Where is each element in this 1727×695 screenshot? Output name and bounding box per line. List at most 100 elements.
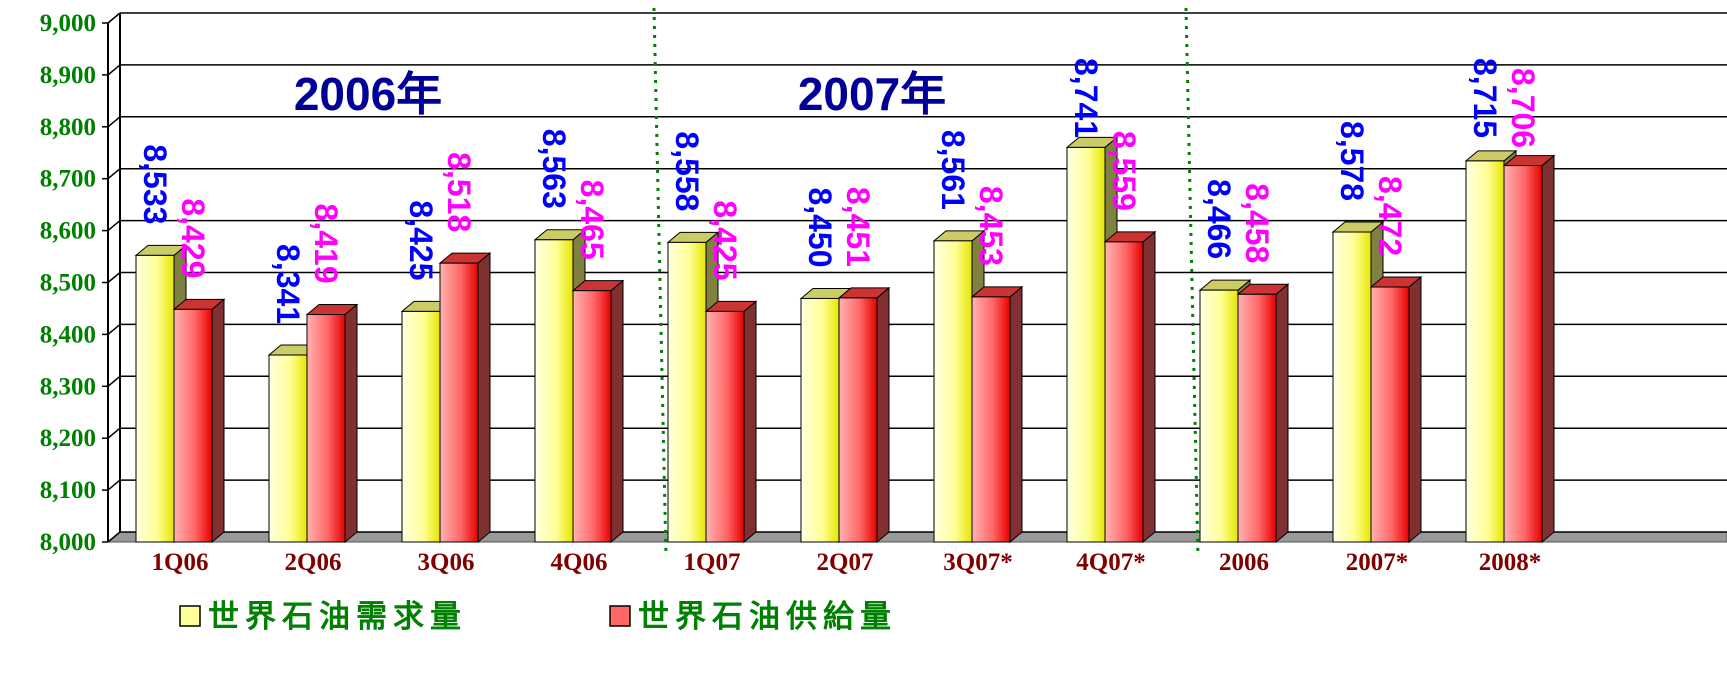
- y-tick-label: 8,100: [40, 477, 96, 504]
- x-tick-label: 2006: [1219, 549, 1269, 576]
- bar-supply: [305, 303, 359, 544]
- bar-supply: [438, 252, 492, 544]
- bar-supply-side: [477, 252, 491, 544]
- x-tick-label: 4Q07*: [1076, 549, 1145, 576]
- bar-supply-side: [876, 286, 890, 544]
- bar-demand-face: [800, 297, 840, 543]
- bar-supply: [172, 298, 226, 544]
- bar-supply-face: [1237, 293, 1277, 543]
- bar-supply-side: [211, 298, 225, 544]
- legend-swatch-supply: [609, 605, 631, 627]
- data-label-demand: 8,558: [669, 131, 705, 211]
- bar-supply-side: [1541, 154, 1555, 544]
- bar-supply: [1103, 230, 1157, 544]
- y-tick-label: 9,000: [40, 10, 96, 37]
- bar-supply-side: [743, 300, 757, 544]
- legend-swatch-demand: [179, 605, 201, 627]
- gridline-depth: [107, 168, 121, 180]
- bar-supply-face: [971, 296, 1011, 543]
- period-separator: [1184, 7, 1200, 558]
- bars: [134, 136, 1556, 544]
- bar-supply-side: [1275, 283, 1289, 544]
- data-label-demand: 8,425: [403, 200, 439, 280]
- legend: 世界石油需求量 世界石油供給量: [179, 599, 891, 635]
- y-tick-label: 8,500: [40, 270, 96, 297]
- data-label-demand: 8,533: [137, 144, 173, 224]
- data-label-demand: 8,561: [935, 130, 971, 210]
- data-label-demand: 8,341: [270, 244, 306, 324]
- bar-supply-side: [1408, 275, 1422, 544]
- gridline-depth: [107, 531, 121, 543]
- y-tick-label: 8,800: [40, 114, 96, 141]
- data-label-supply: 8,518: [441, 152, 477, 232]
- data-label-demand: 8,715: [1467, 58, 1503, 138]
- legend-label-demand: 世界石油需求量: [208, 599, 467, 635]
- x-tick-label: 4Q06: [551, 549, 608, 576]
- data-label-supply: 8,465: [574, 180, 610, 260]
- bar-supply-face: [306, 314, 346, 543]
- data-label-demand: 8,466: [1201, 179, 1237, 259]
- x-tick-label: 1Q06: [152, 549, 209, 576]
- gridline-depth: [107, 12, 121, 24]
- y-tick-label: 8,900: [40, 62, 96, 89]
- data-label-supply: 8,559: [1106, 131, 1142, 211]
- gridline-depth: [107, 375, 121, 387]
- bar-supply-face: [572, 290, 612, 543]
- bar-demand-face: [268, 354, 308, 543]
- period-separators: [652, 7, 1200, 558]
- period-labels: 2006年 2007年: [294, 68, 946, 120]
- bar-demand-face: [1199, 289, 1239, 543]
- gridline-depth: [107, 116, 121, 128]
- data-label-demand: 8,450: [802, 187, 838, 267]
- data-label-demand: 8,563: [536, 129, 572, 209]
- y-tick-label: 8,400: [40, 321, 96, 348]
- data-label-supply: 8,425: [707, 200, 743, 280]
- bar-demand-face: [401, 310, 441, 543]
- bar-supply-face: [838, 297, 878, 543]
- bar-supply: [1236, 283, 1290, 544]
- bar-demand-face: [135, 254, 175, 543]
- data-label-supply: 8,706: [1505, 68, 1541, 148]
- x-tick-label: 3Q06: [418, 549, 475, 576]
- bar-supply: [704, 300, 758, 544]
- x-tick-label: 1Q07: [684, 549, 741, 576]
- data-label-supply: 8,419: [308, 204, 344, 284]
- data-label-supply: 8,451: [840, 187, 876, 267]
- x-tick-label: 2Q06: [285, 549, 342, 576]
- y-tick-label: 8,600: [40, 218, 96, 245]
- bar-supply: [970, 285, 1024, 544]
- bar-demand-face: [1066, 146, 1106, 543]
- gridlines: [107, 12, 1727, 543]
- y-axis: 8,000 8,100 8,200 8,300 8,400 8,500 8,600 8,700…: [40, 10, 121, 556]
- bar-demand-face: [534, 239, 574, 543]
- x-tick-label: 2Q07: [817, 549, 874, 576]
- gridline-depth: [107, 479, 121, 491]
- gridline-depth: [107, 427, 121, 439]
- bar-supply-side: [1009, 285, 1023, 544]
- data-label-supply: 8,453: [973, 186, 1009, 266]
- period-label: 2006年: [294, 68, 442, 120]
- bar-supply: [571, 279, 625, 544]
- bar-supply-face: [1503, 165, 1543, 543]
- bar-supply-side: [1142, 230, 1156, 544]
- bar-supply-face: [439, 262, 479, 543]
- y-tick-label: 8,300: [40, 373, 96, 400]
- gridline-depth: [107, 271, 121, 284]
- x-tick-label: 2007*: [1346, 549, 1409, 576]
- bar-supply-face: [1370, 286, 1410, 543]
- data-label-demand: 8,741: [1068, 58, 1104, 138]
- bar-supply-face: [173, 308, 213, 543]
- x-axis: 1Q06 2Q06 3Q06 4Q06 1Q07 2Q07 3Q07* 4Q07* 2006 20…: [152, 549, 1542, 576]
- data-label-supply: 8,458: [1239, 183, 1275, 263]
- bar-supply-face: [1104, 241, 1144, 543]
- y-tick-label: 8,200: [40, 425, 96, 452]
- gridline-depth: [107, 220, 121, 232]
- gridline-depth: [107, 323, 121, 335]
- bar-supply-side: [610, 279, 624, 544]
- bar-supply-side: [344, 303, 358, 544]
- x-tick-label: 3Q07*: [943, 549, 1012, 576]
- bar-demand-face: [1332, 231, 1372, 543]
- data-label-demand: 8,578: [1334, 121, 1370, 201]
